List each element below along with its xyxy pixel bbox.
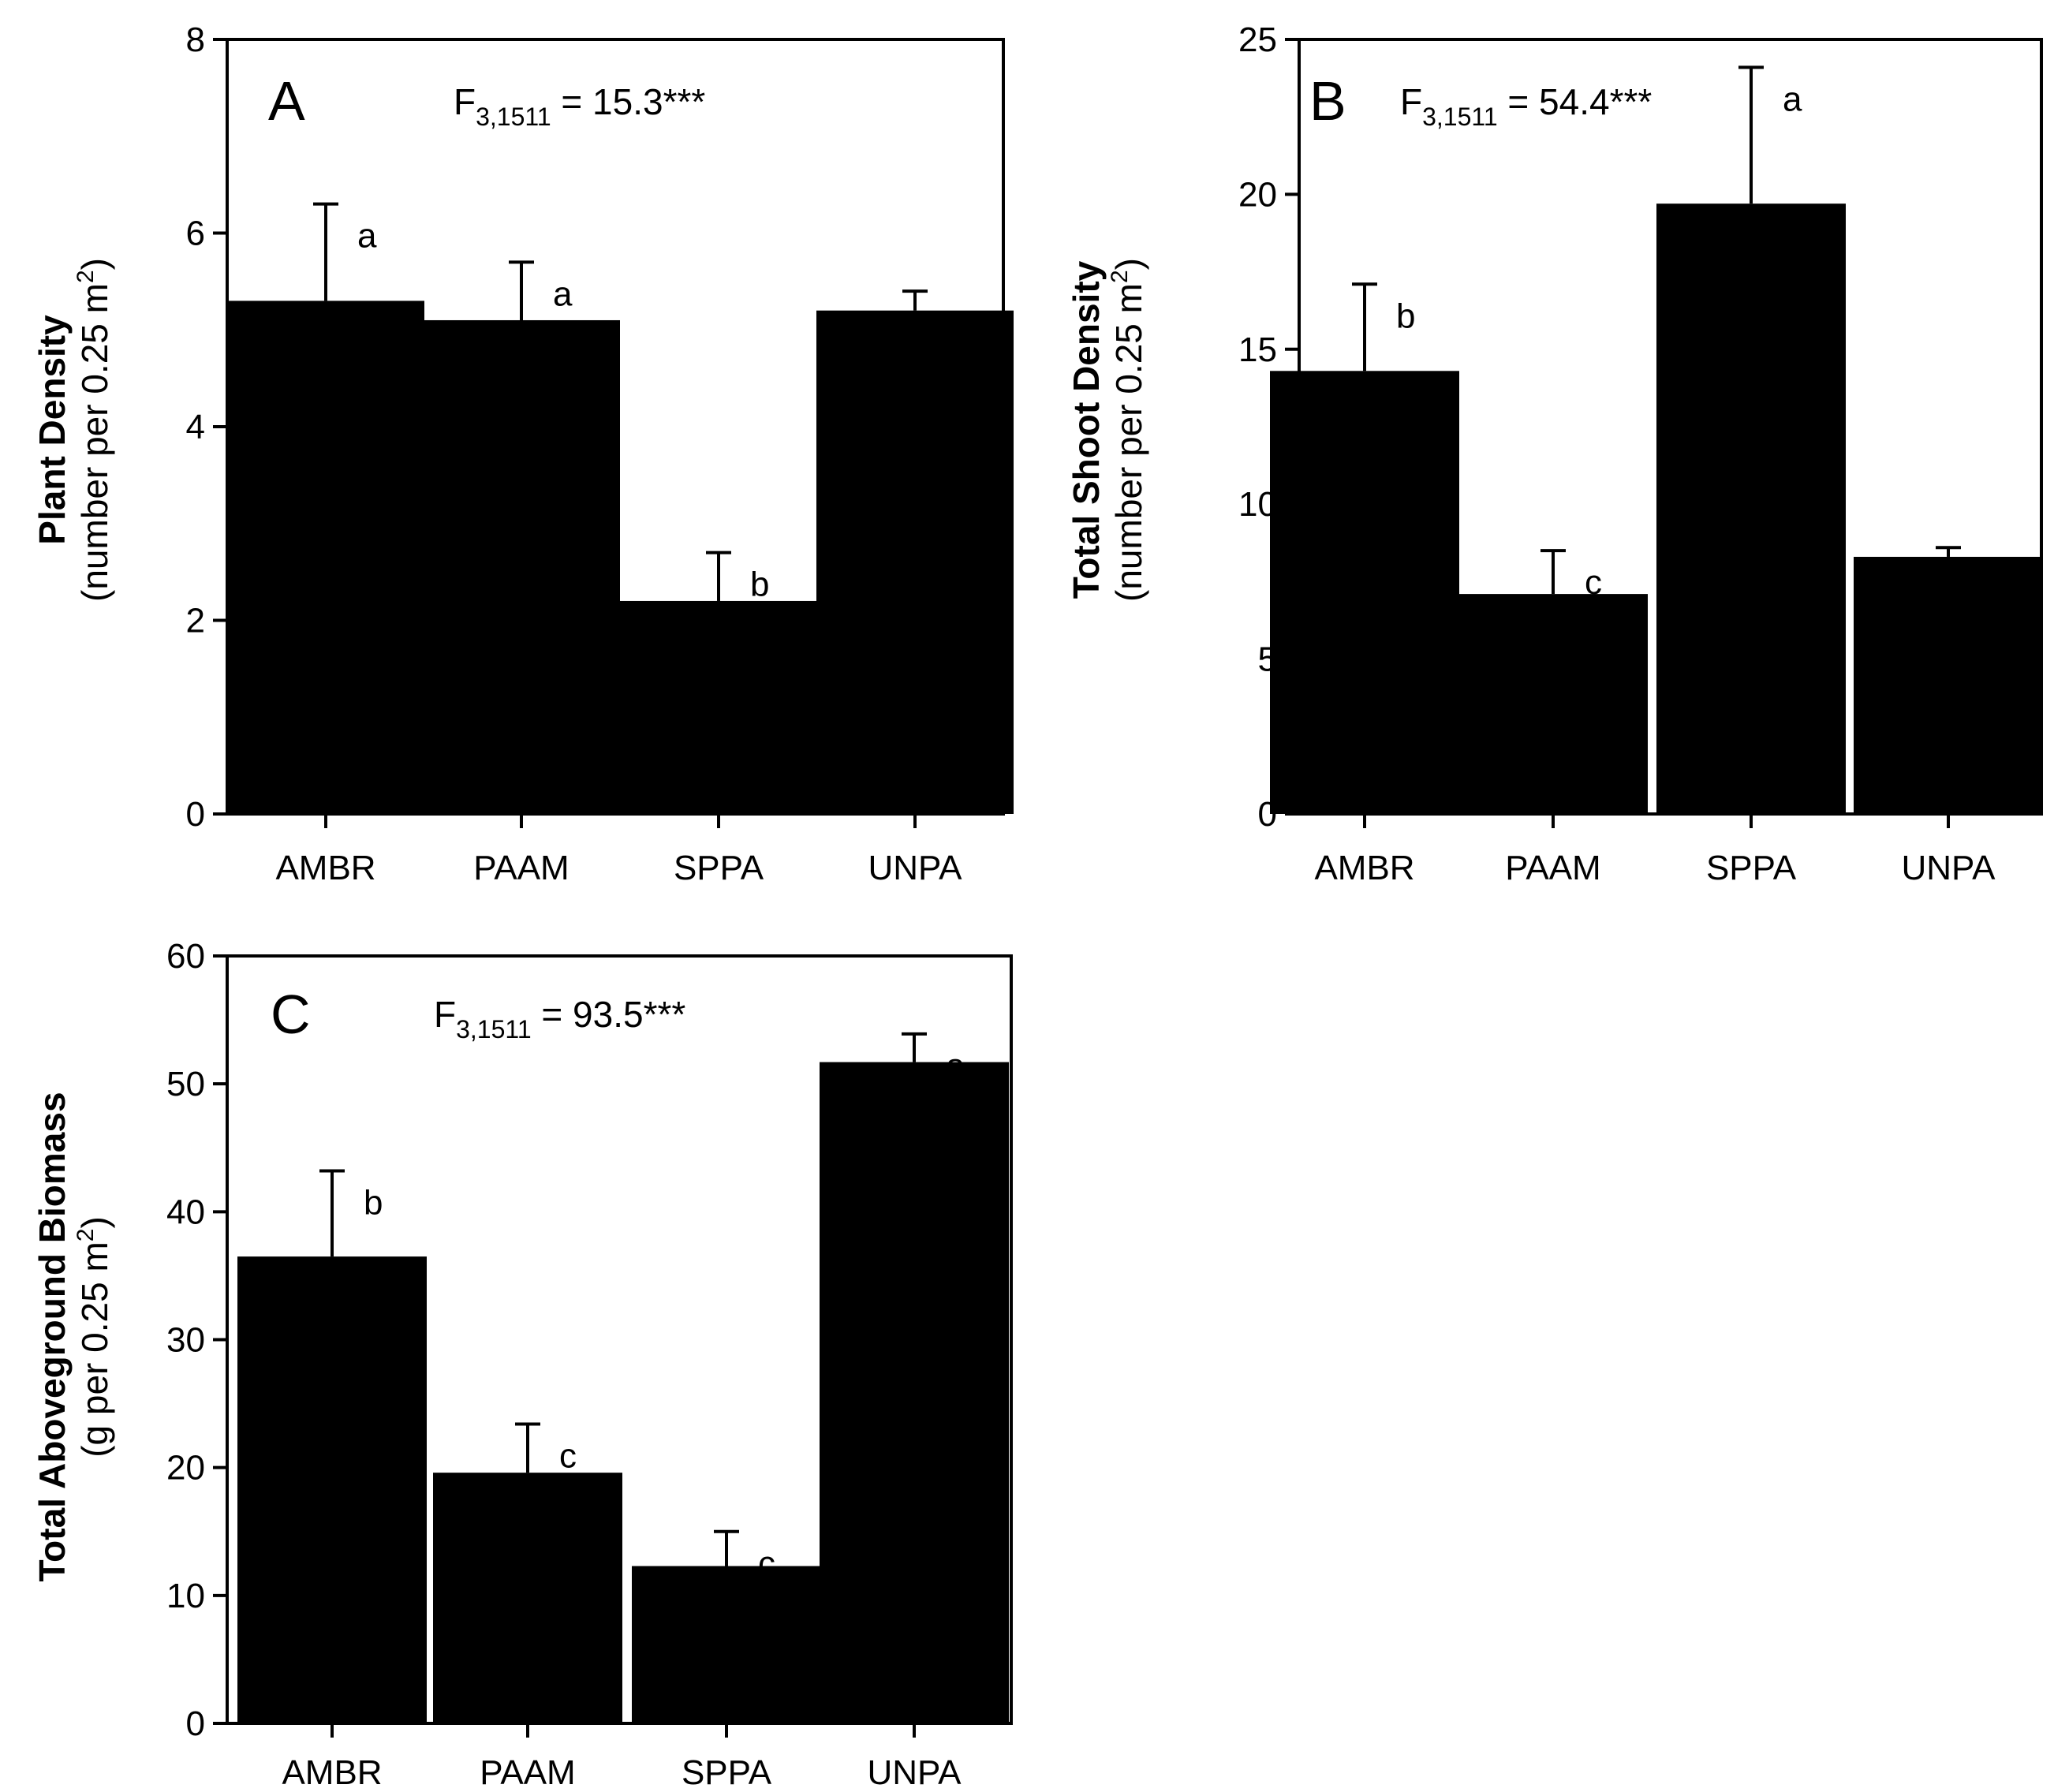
panel-c-ytick-label: 10 — [166, 1577, 205, 1615]
panel-a-ytick-label: 2 — [186, 602, 205, 640]
panel-b-significance-letter: c — [1585, 563, 1602, 602]
panel-c-significance-letter: a — [946, 1047, 965, 1085]
panel-a-category-label: AMBR — [275, 849, 375, 887]
panel-b-statistic: F3,1511 = 54.4*** — [1400, 81, 1652, 131]
panel-b-ylabel: Total Shoot Density — [1066, 260, 1107, 599]
panel-b-bar-sppa — [1656, 203, 1846, 815]
panel-a-ytick-label: 6 — [186, 215, 205, 253]
panel-a-significance-letter: b — [750, 566, 769, 604]
panel-b-significance-letter: a — [1783, 80, 1802, 118]
panel-b-bar-paam — [1458, 594, 1648, 814]
panel-b-ylabel-units: (number per 0.25 m2) — [1107, 258, 1149, 602]
panel-b-bar-unpa — [1854, 556, 2043, 814]
panel-c-bar-sppa — [632, 1566, 821, 1723]
panel-a-bar-paam — [423, 319, 620, 815]
panel-b-label: B — [1309, 70, 1346, 132]
panel-b-ytick-label: 15 — [1238, 330, 1277, 369]
panel-c-significance-letter: c — [758, 1544, 775, 1583]
panel-b-category-label: PAAM — [1505, 849, 1600, 887]
panel-a-ylabel-units: (number per 0.25 m2) — [73, 258, 115, 602]
panel-a-significance-letter: a — [553, 274, 573, 313]
panel-a-category-label: PAAM — [473, 849, 569, 887]
panel-c-label: C — [271, 984, 311, 1045]
panel-a-label: A — [268, 70, 305, 132]
panel-a-ytick-label: 0 — [186, 795, 205, 834]
panel-a-significance-letter: a — [947, 304, 966, 342]
panel-c-ytick-label: 40 — [166, 1193, 205, 1231]
panel-c-category-label: UNPA — [868, 1753, 962, 1792]
panel-c-ytick-label: 0 — [186, 1704, 205, 1743]
panel-c-chart: 0 10 20 30 40 50 60 b AMBR c PAAM c SPPA a UNPA C F3,1… — [32, 937, 1013, 1792]
panel-b-significance-letter: c — [1980, 560, 1997, 599]
panel-b-category-label: AMBR — [1314, 849, 1414, 887]
panel-c-ytick-label: 50 — [166, 1065, 205, 1103]
panel-a-bar-sppa — [620, 600, 817, 814]
panel-a-bar-ambr — [227, 301, 424, 814]
panel-a-ylabel: Plant Density — [32, 315, 73, 545]
panel-a-category-label: SPPA — [674, 849, 764, 887]
panel-b-y-axis-title: Total Shoot Density (number per 0.25 m2) — [1066, 258, 1149, 602]
panel-a-significance-letter: a — [357, 217, 377, 256]
panel-c-category-label: SPPA — [682, 1753, 772, 1792]
panel-c-ylabel: Total Aboveground Biomass — [32, 1092, 73, 1581]
panel-c-ytick-label: 20 — [166, 1449, 205, 1488]
panel-c-significance-letter: c — [559, 1437, 577, 1476]
panel-b-category-label: SPPA — [1706, 849, 1797, 887]
panel-b-significance-letter: b — [1396, 297, 1415, 335]
panel-a-y-axis-title: Plant Density (number per 0.25 m2) — [32, 258, 115, 602]
panel-c-category-label: AMBR — [282, 1753, 382, 1792]
panel-b-ytick-label: 20 — [1238, 175, 1277, 214]
panel-a-category-label: UNPA — [868, 849, 963, 887]
panel-a-bar-unpa — [816, 310, 1014, 814]
panel-c-statistic: F3,1511 = 93.5*** — [434, 994, 685, 1043]
panel-b-bar-ambr — [1270, 371, 1459, 814]
panel-c-bar-paam — [433, 1473, 622, 1723]
panel-a-chart: 0 2 4 6 8 a AMBR a PAAM b SPPA a UNPA A F3,1511 = 15… — [32, 21, 1014, 887]
panel-c-y-axis-title: Total Aboveground Biomass (g per 0.25 m2… — [32, 1092, 115, 1581]
panel-c-ytick-label: 30 — [166, 1321, 205, 1360]
panel-c-category-label: PAAM — [480, 1753, 575, 1792]
panel-c-ytick-label: 60 — [166, 937, 205, 976]
panel-c-bar-ambr — [237, 1256, 427, 1723]
panel-a-statistic: F3,1511 = 15.3*** — [454, 81, 705, 131]
panel-c-significance-letter: b — [364, 1183, 383, 1222]
panel-b-category-label: UNPA — [1902, 849, 1996, 887]
panel-b-ytick-label: 25 — [1238, 21, 1277, 59]
panel-a-ytick-label: 4 — [186, 408, 205, 446]
panel-c-bar-unpa — [820, 1062, 1009, 1723]
panel-a-ytick-label: 8 — [186, 21, 205, 59]
panel-c-ylabel-units: (g per 0.25 m2) — [73, 1216, 115, 1458]
